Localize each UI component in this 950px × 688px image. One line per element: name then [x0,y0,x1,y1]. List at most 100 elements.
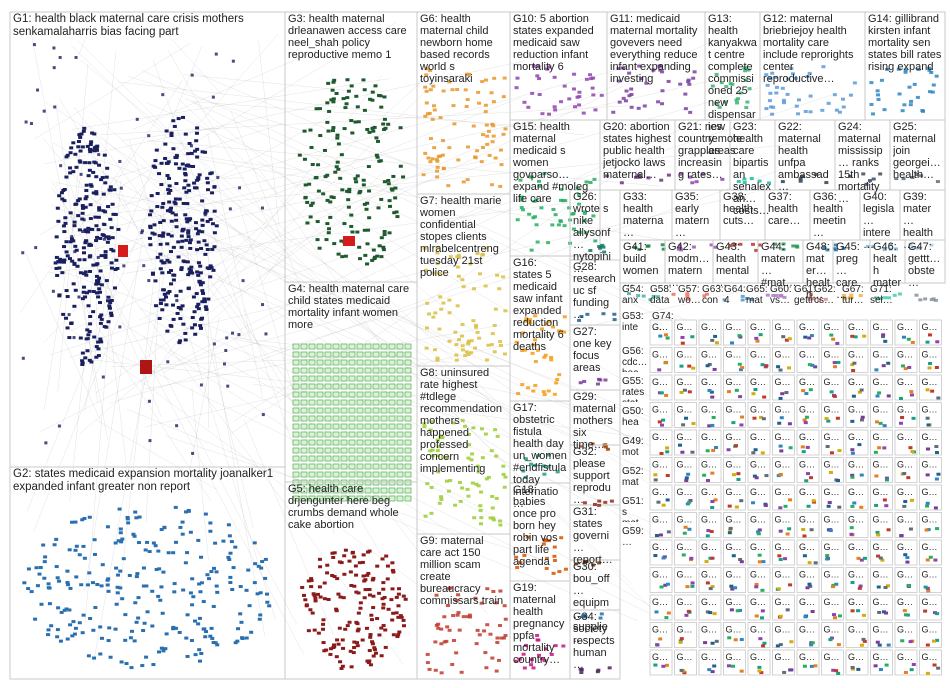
node [393,196,398,200]
node [707,388,712,392]
node [906,476,911,480]
edge-line [52,142,428,367]
node [224,348,228,352]
node [480,80,485,84]
tile-panel [796,374,820,401]
node [179,266,184,270]
node [743,69,748,73]
node [750,298,755,302]
node [738,608,743,612]
node [451,421,456,425]
tile-label: G… [922,570,938,580]
node [111,249,116,253]
node [347,187,352,191]
node [99,584,104,588]
node [384,554,389,558]
node [380,557,385,561]
node [436,470,441,474]
node [454,651,459,655]
tile-panel [747,622,771,648]
node [666,173,671,177]
edge-line [233,345,352,422]
edge-line [181,212,398,583]
node [381,248,386,252]
node [164,161,169,165]
edge-line [93,216,175,664]
node [664,663,669,667]
node [483,432,488,436]
node [533,314,538,318]
node [355,105,360,109]
tile-label: G… [726,542,742,552]
node [547,539,552,543]
node [183,179,188,183]
node [174,156,179,160]
node [641,294,646,298]
node-cluster-g10 [514,64,604,116]
node [211,95,215,99]
node [88,322,93,326]
node [327,109,332,113]
node [739,638,744,642]
node [828,470,833,474]
tile-label: G… [824,487,840,497]
node [850,363,855,367]
node [390,561,395,565]
node [900,109,905,113]
node-cluster-g23 [736,176,771,185]
node [832,394,837,398]
node [551,207,556,211]
node [836,643,841,647]
node [380,471,388,478]
node [873,664,878,668]
node [789,668,794,672]
node [536,348,541,352]
node [367,587,372,591]
node [685,585,690,589]
node [660,243,665,247]
node [292,495,300,502]
node [356,471,364,478]
node [327,227,332,231]
node [447,339,452,343]
node [899,534,904,538]
node [479,160,484,164]
node [478,508,483,512]
node [687,390,692,394]
node [514,340,519,344]
node [368,633,373,637]
node [498,343,503,347]
node [644,81,649,85]
node [809,334,814,338]
node [265,592,270,596]
node [472,287,477,291]
node [771,105,776,109]
node [577,103,582,107]
node [577,230,582,234]
edge-line [145,172,167,523]
node [356,351,364,358]
node [83,228,88,232]
node [525,535,530,539]
node [145,610,150,614]
node [738,395,743,399]
node [208,529,213,533]
node [380,343,388,350]
tile-label: G… [848,460,864,470]
tile-label: G… [848,377,864,387]
node [198,324,203,328]
node [431,271,436,275]
node [783,504,788,508]
edge-line [163,114,712,373]
node [160,205,165,209]
node [96,282,101,286]
node [430,454,435,458]
node [533,360,538,364]
node [84,189,89,193]
node [738,557,743,561]
node [350,131,355,135]
node [778,506,783,510]
node [372,463,380,470]
tile-label: G… [750,515,766,525]
node [902,472,907,476]
